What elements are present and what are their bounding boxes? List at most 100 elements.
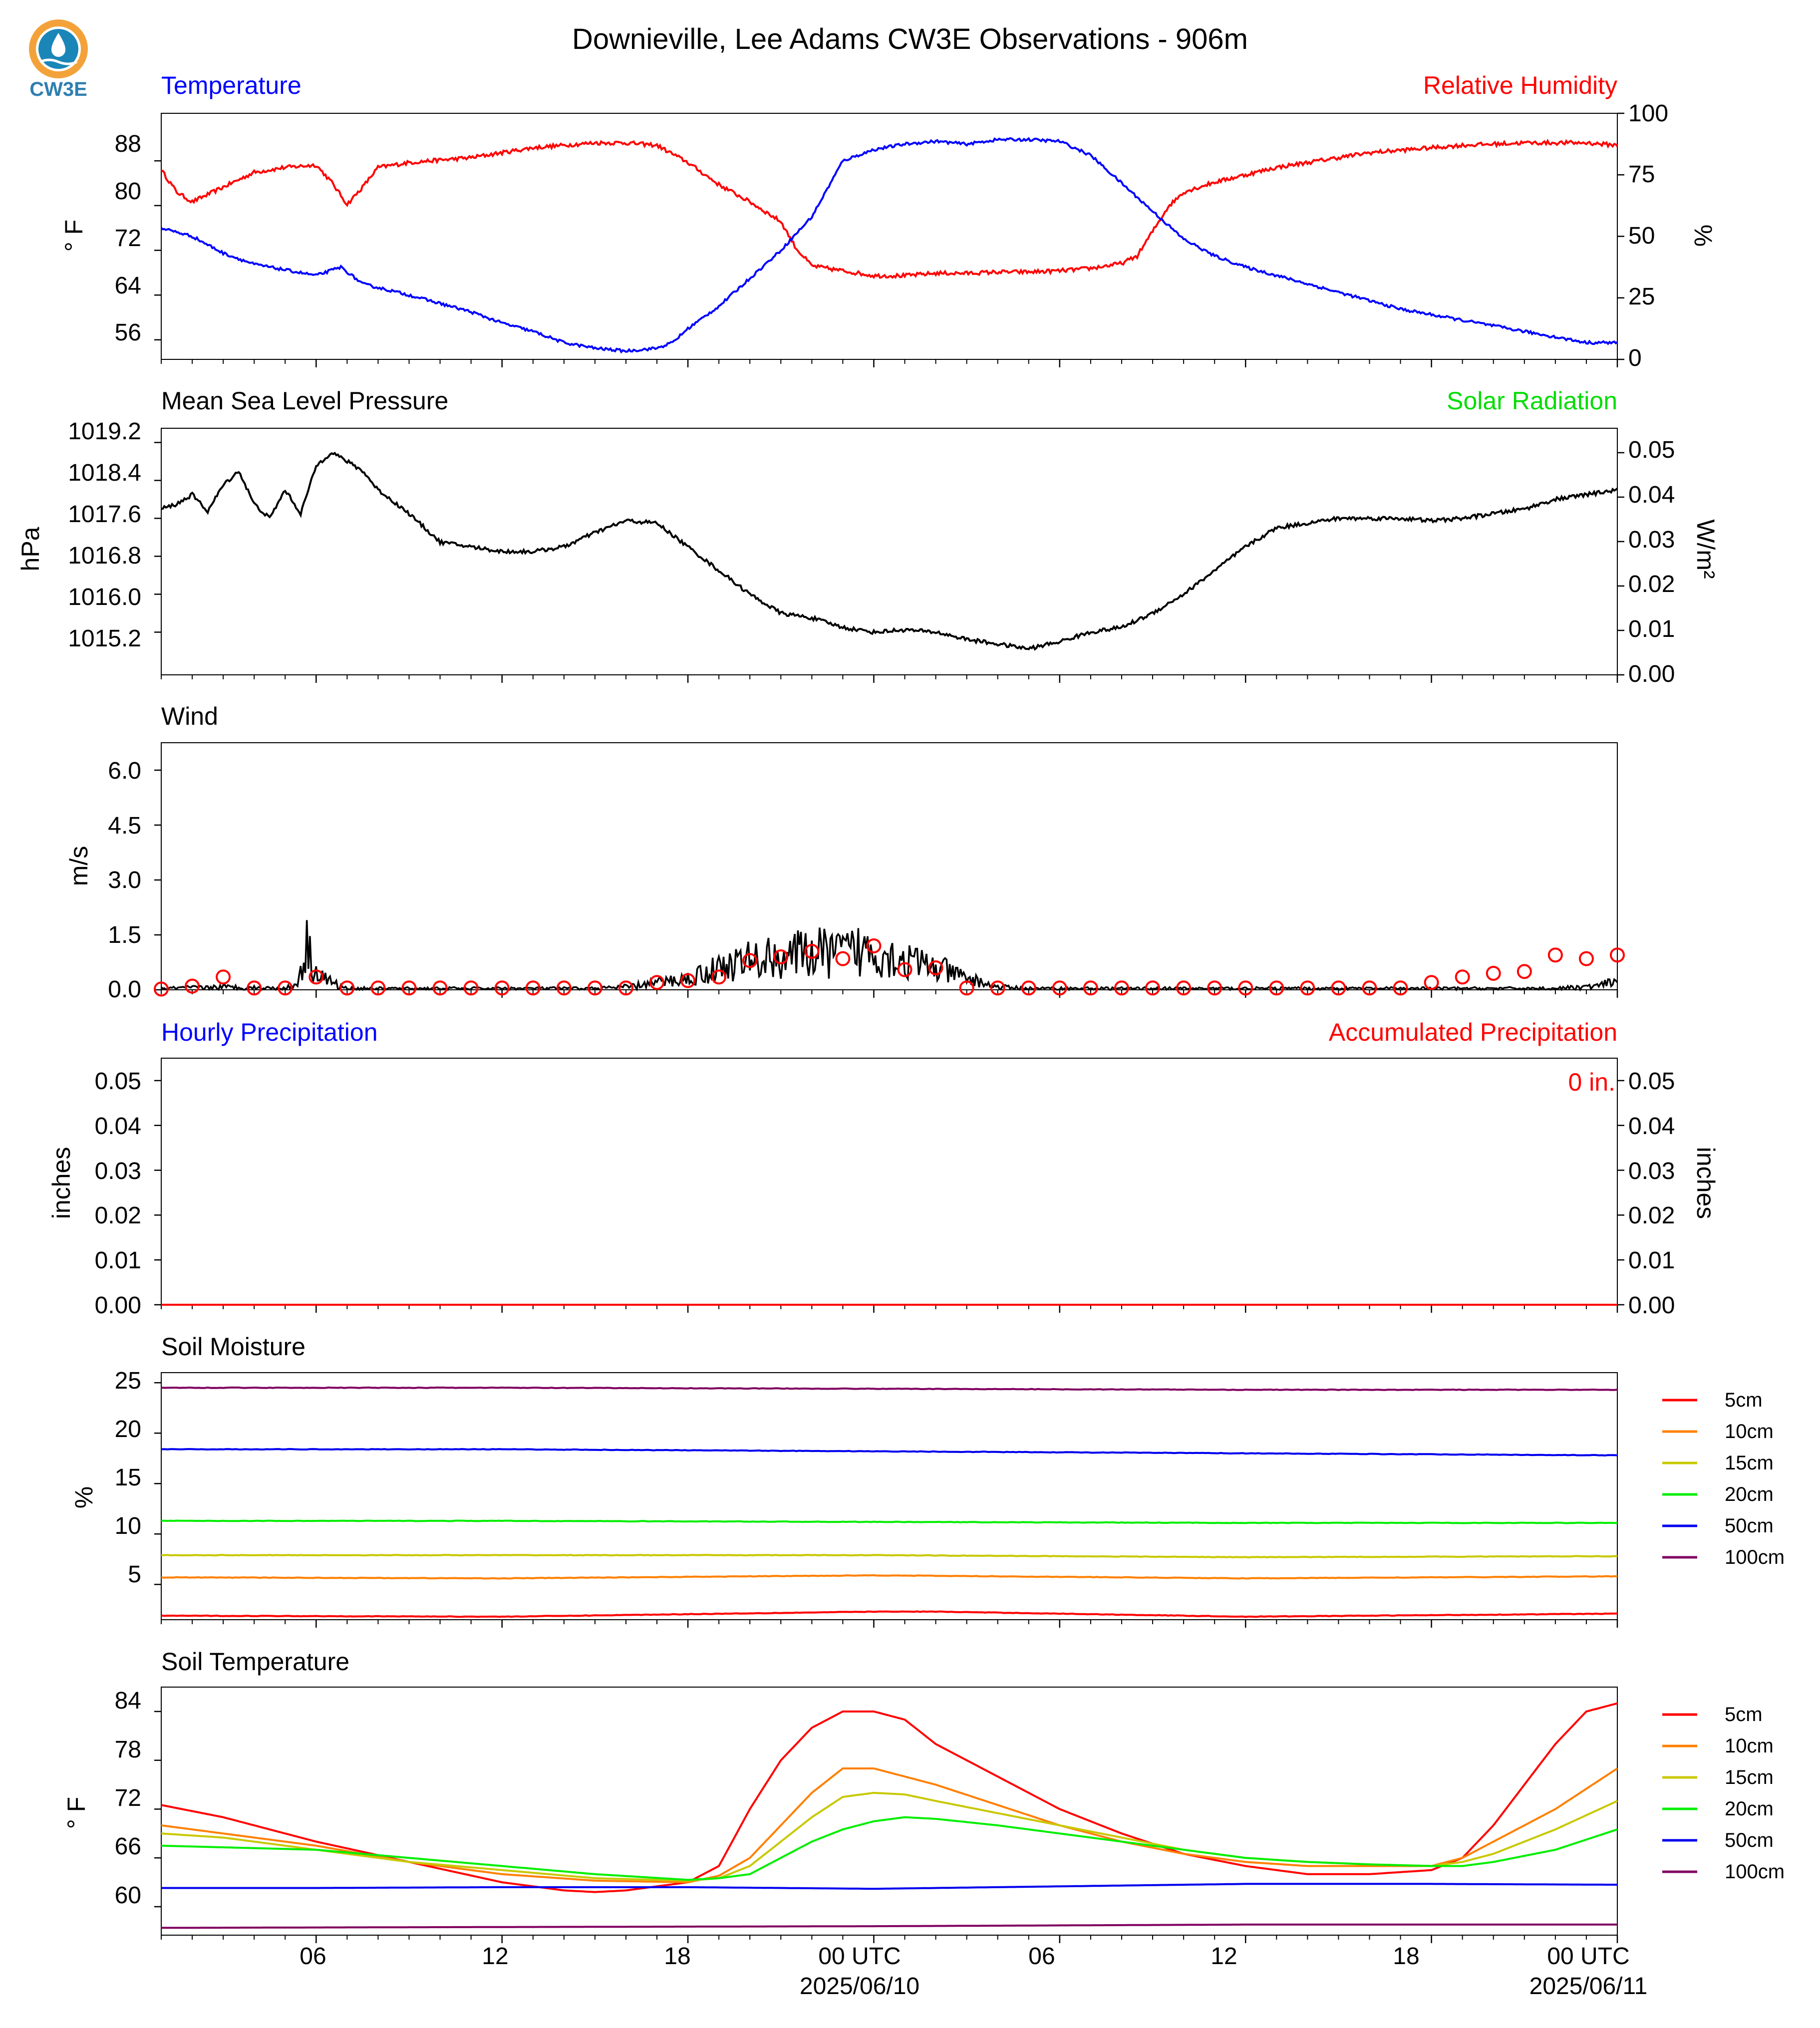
wind-speed-line [160, 920, 1618, 992]
ytick-label-0: 0 [1628, 345, 1642, 371]
wind-gust-marker [556, 980, 572, 996]
ytick-label-0-03: 0.03 [1628, 527, 1675, 553]
ytick-label-50: 50 [1628, 223, 1655, 249]
xtick-label-06: 06 [300, 1943, 326, 1970]
soil-moisture-axis-unit: % [70, 1486, 98, 1508]
ytick-label-0-00: 0.00 [1628, 661, 1675, 687]
ytick-label-0-01: 0.01 [1628, 616, 1675, 642]
legend-label-20cm: 20cm [1725, 1483, 1774, 1505]
wind-gust-marker [897, 962, 912, 977]
ytick-label-0-01: 0.01 [95, 1247, 141, 1274]
legend-label-15cm: 15cm [1725, 1766, 1774, 1788]
solar-axis-unit: W/m² [1692, 519, 1720, 579]
wind-gust-marker [1393, 980, 1408, 996]
legend-label-5cm: 5cm [1725, 1389, 1763, 1411]
ytick-label-64: 64 [115, 273, 141, 299]
ytick-label-84: 84 [115, 1688, 141, 1714]
wind-gust-marker [494, 980, 510, 996]
wind-gust-marker [1424, 975, 1439, 990]
legend-label-50cm: 50cm [1725, 1829, 1774, 1851]
temperature-axis-unit: ° F [60, 220, 88, 252]
wind-gust-marker [928, 960, 943, 975]
wind-gust-marker [1145, 980, 1161, 996]
wind-gust-marker [1486, 966, 1501, 981]
ytick-label-66: 66 [115, 1833, 141, 1860]
soil-temperature-line-20cm [161, 1816, 1618, 1881]
legend-label-15cm: 15cm [1725, 1452, 1774, 1474]
wind-gust-marker [1083, 980, 1098, 996]
wind-gust-marker [216, 969, 231, 985]
ytick-label-0-02: 0.02 [1628, 571, 1675, 597]
ytick-label-0-05: 0.05 [1628, 437, 1675, 463]
ytick-label-1018-4: 1018.4 [68, 460, 141, 486]
plot-frame-soil-temp [161, 1687, 1618, 1936]
ytick-label-0-00: 0.00 [1628, 1292, 1675, 1319]
accum-precip-axis-unit: inches [1692, 1147, 1720, 1219]
wind-gust-marker [185, 978, 200, 994]
soil-moisture-line-5cm [161, 1610, 1618, 1618]
water-drop-icon [51, 33, 65, 57]
ytick-label-1016-8: 1016.8 [68, 543, 141, 569]
humidity-tick-labels: 0 25 50 75 100 [1628, 100, 1668, 371]
wind-gust-marker [1300, 980, 1315, 996]
soil-moisture-tick-labels: 5 10 15 20 25 [115, 1368, 141, 1588]
x-axis-labels: 06 12 18 00 UTC 06 12 18 00 UTC 2025/06/… [300, 1943, 1647, 2000]
ytick-label-25: 25 [115, 1368, 141, 1394]
accum-precip-title: Accumulated Precipitation [1329, 1018, 1617, 1046]
soil-temperature-title: Soil Temperature [161, 1648, 349, 1676]
ytick-label-25: 25 [1628, 284, 1655, 310]
wind-gust-marker [1114, 980, 1129, 996]
ytick-label-100: 100 [1628, 100, 1668, 127]
soil-temperature-axis-unit: ° F [62, 1797, 90, 1829]
ytick-label-75: 75 [1628, 161, 1655, 188]
legend-label-10cm: 10cm [1725, 1421, 1774, 1443]
legend-label-100cm: 100cm [1725, 1861, 1785, 1883]
wind-gust-marker [308, 969, 324, 985]
ytick-label-20: 20 [115, 1416, 141, 1443]
ytick-label-0-0: 0.0 [108, 976, 141, 1003]
legend-label-20cm: 20cm [1725, 1798, 1774, 1820]
ytick-label-80: 80 [115, 178, 141, 205]
ytick-label-0-04: 0.04 [1628, 1113, 1675, 1140]
plot-layer [154, 112, 1625, 1943]
wind-gust-marker [680, 973, 696, 988]
ytick-label-0-02: 0.02 [95, 1202, 141, 1229]
temperature-tick-labels: 56 64 72 80 88 [115, 131, 141, 346]
soil-moisture-line-15cm [161, 1554, 1618, 1559]
wind-title: Wind [161, 702, 218, 730]
pressure-title: Mean Sea Level Pressure [161, 387, 448, 415]
solar-title: Solar Radiation [1447, 387, 1617, 415]
wind-gust-marker [959, 980, 974, 996]
ytick-label-0-05: 0.05 [1628, 1068, 1675, 1095]
wind-tick-labels: 0.0 1.5 3.0 4.5 6.0 [108, 758, 141, 1003]
soil-moisture-title: Soil Moisture [161, 1333, 305, 1361]
wind-gust-marker [835, 951, 851, 966]
panel-wind: Wind m/s 0.0 1.5 3.0 4.5 6.0 [65, 702, 218, 1003]
panel-soil-temperature: Soil Temperature ° F 60 66 72 78 84 5cm … [62, 1648, 1785, 1909]
logo-wave [39, 58, 78, 65]
ytick-label-60: 60 [115, 1882, 141, 1909]
soil-temperature-tick-labels: 60 66 72 78 84 [115, 1688, 141, 1909]
plot-frame-pressure [161, 428, 1618, 675]
humidity-axis-unit: % [1689, 225, 1717, 247]
wind-gust-marker [1517, 964, 1532, 979]
hourly-precip-tick-labels: 0.00 0.01 0.02 0.03 0.04 0.05 [95, 1068, 141, 1319]
panel-precipitation: Hourly Precipitation Accumulated Precipi… [47, 1018, 1720, 1319]
wind-gust-marker [401, 980, 417, 996]
ytick-label-0-04: 0.04 [1628, 482, 1675, 508]
pressure-line [161, 451, 1618, 651]
ytick-label-56: 56 [115, 319, 141, 346]
ytick-label-1017-6: 1017.6 [68, 501, 141, 528]
ytick-label-0-03: 0.03 [1628, 1158, 1675, 1184]
ytick-label-4-5: 4.5 [108, 813, 141, 839]
ytick-label-1015-2: 1015.2 [68, 625, 141, 652]
wind-axis-unit: m/s [65, 846, 93, 886]
wind-gust-marker [432, 980, 448, 996]
xtick-label-18: 18 [664, 1943, 690, 1970]
ytick-label-3-0: 3.0 [108, 867, 141, 893]
panel-soil-moisture: Soil Moisture % 5 10 15 20 25 5cm 10cm 1… [70, 1333, 1785, 1588]
soil-moisture-line-50cm [161, 1448, 1618, 1457]
ytick-label-0-02: 0.02 [1628, 1202, 1675, 1229]
ytick-label-15: 15 [115, 1464, 141, 1491]
